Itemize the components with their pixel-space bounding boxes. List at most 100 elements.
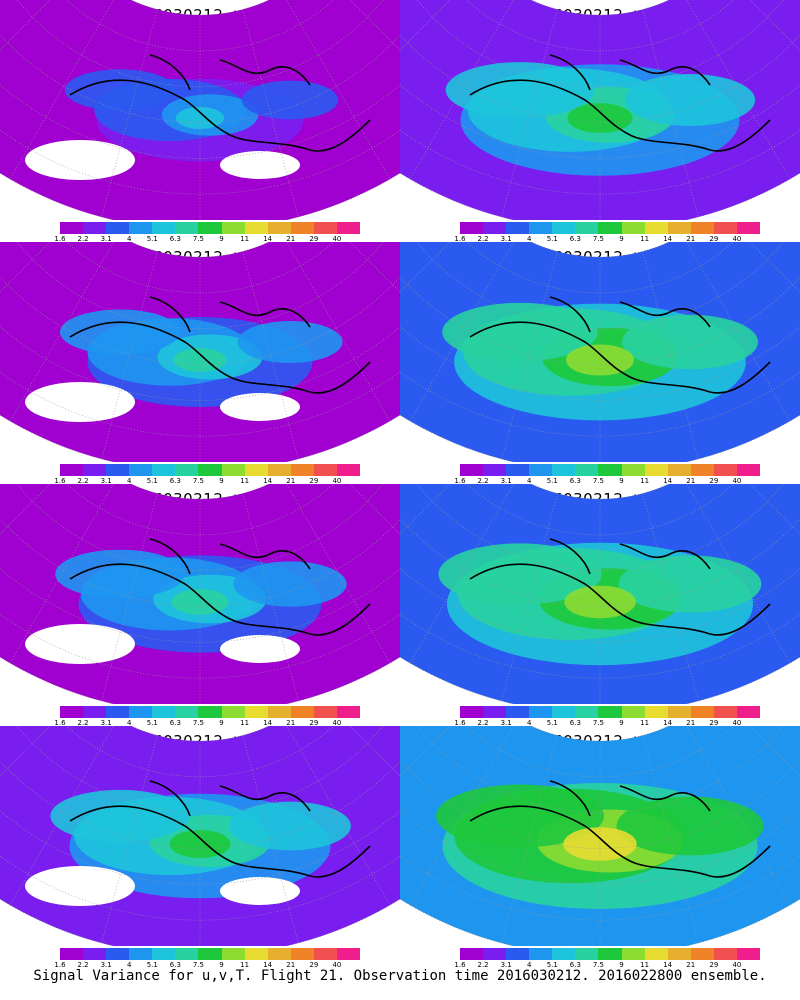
colorbar-swatch: [460, 222, 484, 234]
colorbar-tick-label: 14: [263, 961, 273, 969]
colorbar-swatch: [552, 222, 576, 234]
colorbar-tick-label: 5.1: [546, 719, 558, 727]
colorbar-tick-label: 21: [686, 235, 696, 243]
colorbar-swatch: [483, 222, 507, 234]
colorbar-swatch: [60, 464, 84, 476]
colorbar-tick-label: 11: [240, 719, 250, 727]
colorbar-swatch: [290, 706, 314, 718]
colorbar-tick-label: 14: [263, 477, 273, 485]
colorbar-swatch: [83, 222, 107, 234]
colorbar-swatch: [152, 706, 176, 718]
colorbar-swatch: [552, 706, 576, 718]
colorbar-swatch: [598, 706, 622, 718]
colorbar-tick-label: 21: [286, 719, 296, 727]
colorbar-swatch: [198, 706, 222, 718]
colorbar-tick-label: 2.2: [77, 235, 89, 243]
colorbar-tick-label: 11: [640, 477, 650, 485]
colorbar-swatch: [244, 222, 268, 234]
colorbar-tick-label: 40: [332, 477, 342, 485]
colorbar-swatch: [60, 222, 84, 234]
colorbar-tick-label: 6.3: [569, 235, 581, 243]
colorbar-tick-label: 2.2: [477, 719, 489, 727]
colorbar-swatch: [460, 464, 484, 476]
colorbar-swatch: [313, 464, 337, 476]
variance-map: [400, 242, 800, 462]
colorbar-swatch: [598, 464, 622, 476]
colorbar-swatch: [575, 464, 599, 476]
colorbar-swatch: [621, 464, 645, 476]
colorbar-tick-label: 4: [126, 235, 132, 243]
colorbar-swatch: [644, 948, 668, 960]
colorbar-tick-label: 5.1: [546, 961, 558, 969]
colorbar-tick-label: 40: [332, 235, 342, 243]
colorbar-tick-label: 5.1: [146, 235, 158, 243]
colorbar-swatch: [83, 464, 107, 476]
colorbar-tick-label: 6.3: [169, 719, 181, 727]
colorbar-swatch: [644, 464, 668, 476]
colorbar: [460, 706, 761, 718]
colorbar-tick-label: 3.1: [500, 961, 512, 969]
colorbar-swatch: [83, 706, 107, 718]
colorbar-swatch: [336, 706, 361, 718]
colorbar-swatch: [690, 222, 714, 234]
coastline: [469, 54, 771, 152]
colorbar-tick-label: 9: [619, 235, 624, 243]
colorbar-swatch: [713, 948, 737, 960]
colorbar: [60, 948, 361, 960]
colorbar-tick-label: 4: [526, 477, 532, 485]
colorbar-tick-label: 2.2: [477, 235, 489, 243]
colorbar-tick-label: 4: [126, 719, 132, 727]
colorbar-swatch: [198, 464, 222, 476]
coastline: [469, 296, 771, 394]
colorbar-tick-label: 29: [309, 235, 319, 243]
colorbar-tick-label: 14: [663, 719, 673, 727]
colorbar-swatch: [598, 948, 622, 960]
colorbar-tick-label: 29: [709, 477, 719, 485]
variance-map: [400, 726, 800, 946]
colorbar-tick-label: 5.1: [546, 235, 558, 243]
colorbar-tick-label: 21: [686, 477, 696, 485]
colorbar-swatch: [529, 222, 553, 234]
colorbar-swatch: [713, 222, 737, 234]
colorbar-tick-label: 1.6: [54, 961, 66, 969]
variance-map: [0, 726, 400, 946]
colorbar-tick-label: 1.6: [54, 477, 66, 485]
colorbar-tick-label: 11: [240, 961, 250, 969]
colorbar-tick-label: 1.6: [454, 719, 466, 727]
colorbar-swatch: [175, 706, 199, 718]
colorbar: [60, 706, 361, 718]
colorbar-swatch: [460, 706, 484, 718]
colorbar-swatch: [129, 222, 153, 234]
colorbar-tick-label: 21: [286, 235, 296, 243]
forecast-panel: 2016030212 + 72h1.62.23.145.16.37.591114…: [400, 484, 800, 727]
colorbar-swatch: [529, 948, 553, 960]
colorbar-swatch: [506, 222, 530, 234]
colorbar-tick-label: 4: [526, 719, 532, 727]
colorbar-swatch: [106, 464, 130, 476]
coastline: [69, 780, 371, 878]
colorbar-swatch: [336, 948, 361, 960]
colorbar-swatch: [313, 948, 337, 960]
coastline: [69, 296, 371, 394]
colorbar-tick-label: 9: [619, 477, 624, 485]
colorbar-swatch: [221, 464, 245, 476]
colorbar-tick-label: 5.1: [146, 719, 158, 727]
colorbar-tick-label: 3.1: [100, 235, 112, 243]
colorbar-swatch: [483, 464, 507, 476]
colorbar-swatch: [60, 706, 84, 718]
colorbar-tick-label: 6.3: [569, 477, 581, 485]
colorbar-tick-label: 29: [309, 477, 319, 485]
colorbar-tick-label: 40: [732, 477, 742, 485]
colorbar-tick-label: 4: [126, 961, 132, 969]
colorbar-swatch: [483, 948, 507, 960]
colorbar-tick-label: 40: [732, 719, 742, 727]
colorbar-swatch: [267, 948, 291, 960]
colorbar-tick-label: 3.1: [100, 719, 112, 727]
colorbar-swatch: [267, 706, 291, 718]
colorbar-swatch: [575, 222, 599, 234]
colorbar-swatch: [83, 948, 107, 960]
colorbar: [60, 464, 361, 476]
colorbar-tick-label: 14: [663, 235, 673, 243]
colorbar-swatch: [644, 222, 668, 234]
colorbar-swatch: [129, 706, 153, 718]
